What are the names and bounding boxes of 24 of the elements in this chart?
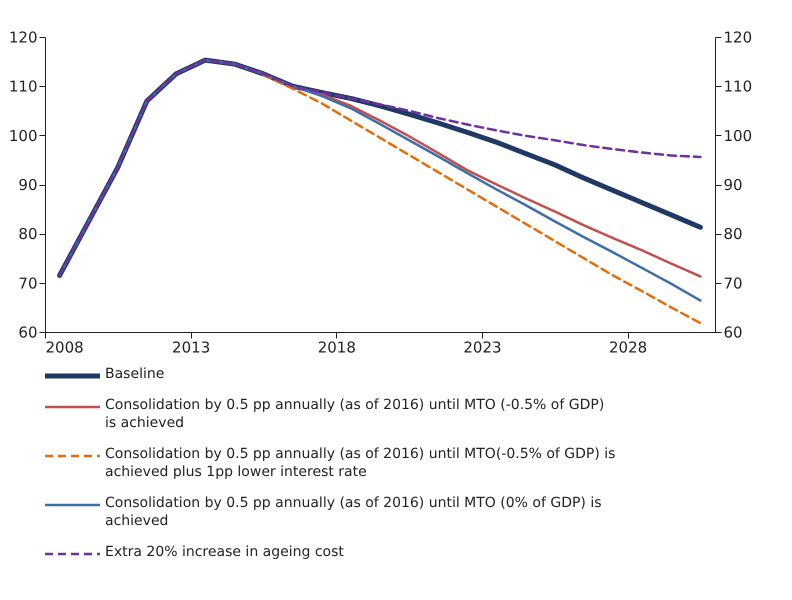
- y-tick-label: 110: [8, 78, 38, 96]
- y-tick-label: 60: [18, 324, 38, 342]
- x-tick-label: 2008: [46, 338, 84, 356]
- x-tick-label: 2013: [172, 338, 210, 356]
- y2-tick-label: 100: [724, 126, 752, 145]
- legend-label: Baseline: [105, 366, 164, 382]
- y-tick-label: 80: [18, 225, 38, 244]
- y-tick-label: 100: [8, 126, 38, 145]
- y-tick-label: 120: [8, 28, 38, 46]
- y2-tick-label: 70: [724, 274, 743, 292]
- legend-label: Consolidation by 0.5 pp annually (as of 2016) until MTO (0% of GDP) is achieved: [105, 495, 602, 529]
- y-tick-label: 90: [18, 176, 38, 194]
- legend-label: Consolidation by 0.5 pp annually (as of 2016) until MTO (-0.5% of GDP) is achieved: [105, 397, 604, 431]
- y2-tick-label: 120: [724, 28, 752, 46]
- y-tick-label: 70: [18, 274, 38, 292]
- legend-label: Extra 20% increase in ageing cost: [105, 544, 344, 560]
- y2-tick-label: 80: [724, 225, 743, 244]
- x-tick-label: 2018: [318, 338, 356, 356]
- y2-tick-label: 90: [724, 176, 743, 194]
- legend-label: Consolidation by 0.5 pp annually (as of 2016) until MTO(-0.5% of GDP) is achieved plus 1pp lower interest rate: [105, 446, 616, 480]
- x-tick-label: 2028: [609, 338, 648, 356]
- y2-tick-label: 110: [724, 78, 752, 96]
- x-tick-label: 2023: [463, 338, 502, 356]
- y2-tick-label: 60: [724, 324, 743, 342]
